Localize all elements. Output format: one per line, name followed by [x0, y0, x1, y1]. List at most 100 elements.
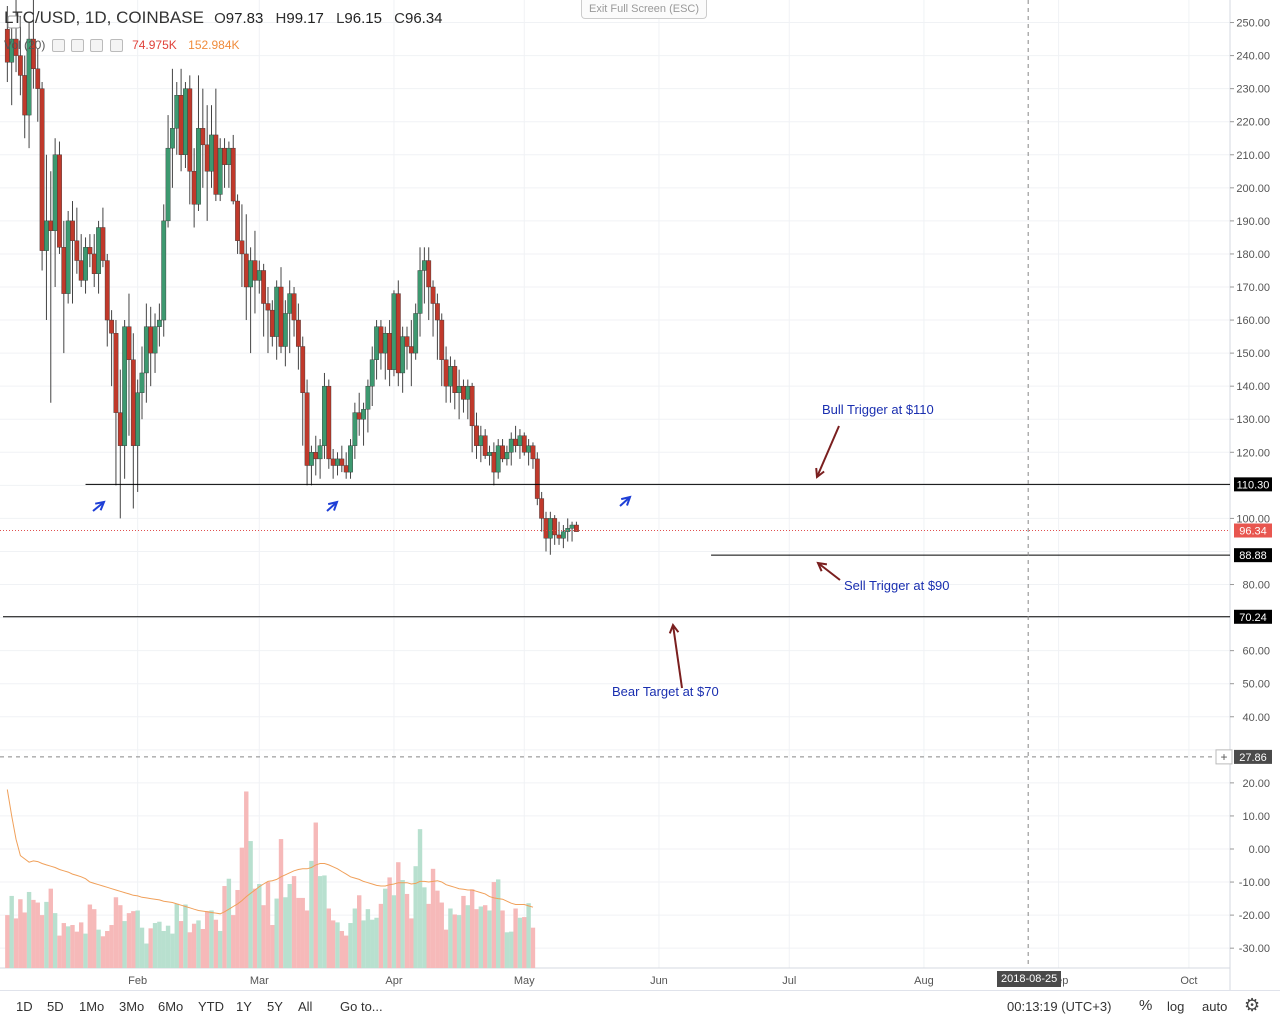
gear-icon[interactable]: ⚙ [1244, 995, 1261, 1015]
candle-body [178, 95, 184, 155]
candle-body [96, 227, 101, 274]
candle-body [161, 220, 167, 321]
bull-trigger-annotation: Bull Trigger at $110 [822, 402, 934, 417]
timeframe-5y-button[interactable]: 5Y [267, 999, 283, 1014]
timeframe-1y-button[interactable]: 1Y [236, 999, 252, 1014]
timeframe-5d-button[interactable]: 5D [47, 999, 64, 1014]
candle-body [343, 465, 349, 473]
timeframe-6mo-button[interactable]: 6Mo [158, 999, 184, 1014]
candle-body [574, 524, 579, 532]
candle-body [83, 247, 88, 281]
ohlc-readout: O97.83 H99.17 L96.15 C96.34 [214, 10, 450, 27]
level-price-label: 88.88 [1239, 550, 1267, 562]
volume-bar [461, 895, 466, 968]
candle-body [404, 336, 410, 347]
timeframe-1d-button[interactable]: 1D [16, 999, 33, 1014]
volume-bar [452, 914, 457, 968]
y-tick-label: 120.00 [1236, 447, 1270, 459]
close-icon[interactable] [109, 39, 123, 53]
clock-readout[interactable]: 00:13:19 (UTC+3) [1007, 999, 1112, 1014]
candle-body [122, 326, 128, 446]
candle-body [443, 359, 449, 387]
level-price-label: 110.30 [1237, 479, 1270, 491]
volume-bar [374, 917, 379, 968]
candle-body [482, 435, 488, 456]
log-scale-button[interactable]: log [1167, 999, 1185, 1014]
volume-label: Vol (20) [4, 38, 46, 52]
y-tick-label: 180.00 [1236, 249, 1270, 261]
volume-bar [413, 866, 418, 968]
settings-icon[interactable] [71, 39, 85, 53]
x-tick-label: Jul [782, 975, 796, 987]
bottom-toolbar: 1D 5D 1Mo 3Mo 6Mo YTD 1Y 5Y All Go to...… [0, 990, 1280, 1025]
volume-bar [161, 930, 166, 968]
volume-bar [5, 915, 10, 968]
chart-canvas[interactable]: 110.30 88.88 70.24 96.34 27.86 +250.00 240.00 2… [0, 0, 1280, 990]
candle-body [539, 498, 545, 519]
candle-body [148, 326, 154, 354]
volume-ma-value: 152.984K [188, 38, 240, 52]
volume-bar [96, 929, 101, 968]
volume-bar [261, 905, 266, 968]
volume-bar [122, 921, 127, 968]
volume-bar [113, 897, 119, 968]
candle-body [552, 518, 558, 536]
candle-body [235, 200, 240, 241]
y-tick-label: -20.00 [1239, 910, 1270, 922]
volume-bar [439, 902, 444, 968]
volume-bar [131, 911, 136, 968]
candle-body [165, 147, 171, 222]
high-value: 99.17 [286, 10, 324, 27]
volume-bar [309, 860, 314, 968]
x-tick-label: Aug [914, 975, 934, 987]
candle-body [135, 392, 141, 446]
last-price-label: 96.34 [1239, 526, 1267, 538]
candle-body [31, 38, 36, 70]
bull-trigger-arrow-head [815, 467, 825, 479]
volume-bar [35, 902, 40, 968]
volume-bar [300, 897, 305, 968]
volume-bar [22, 912, 27, 968]
volume-bar [304, 910, 310, 968]
symbol-title[interactable]: LTC/USD, 1D, COINBASE [4, 8, 204, 27]
x-tick-label: Feb [128, 975, 147, 987]
y-tick-label: 250.00 [1236, 18, 1270, 30]
candle-body [74, 240, 80, 261]
volume-bar [148, 928, 153, 968]
volume-bar [339, 930, 345, 968]
percent-scale-button[interactable]: % [1139, 997, 1153, 1014]
chart-legend: LTC/USD, 1D, COINBASE O97.83 H99.17 L96.… [4, 8, 451, 28]
volume-bar [322, 875, 327, 968]
candle-body [265, 303, 271, 311]
sell-trigger-arrow-head [816, 561, 828, 572]
volume-bar [357, 895, 362, 968]
volume-bar [274, 898, 279, 968]
candle-body [452, 366, 458, 393]
exit-fullscreen-button[interactable]: Exit Full Screen (ESC) [581, 0, 707, 19]
candle-body [395, 293, 401, 374]
volume-bar [61, 923, 67, 968]
volume-bar [330, 920, 336, 968]
candle-body [374, 326, 379, 360]
candle-body [230, 147, 236, 202]
add-icon[interactable] [90, 39, 104, 53]
support-arrow-1 [92, 501, 105, 512]
candle-body [91, 253, 97, 274]
candle-body [382, 333, 388, 354]
goto-date-button[interactable]: Go to... [340, 999, 383, 1014]
timeframe-1mo-button[interactable]: 1Mo [79, 999, 105, 1014]
candle-body [287, 293, 293, 314]
timeframe-ytd-button[interactable]: YTD [198, 999, 224, 1014]
volume-bar [326, 908, 331, 968]
eye-icon[interactable] [51, 39, 65, 53]
y-tick-label: 20.00 [1242, 778, 1270, 790]
candle-body [474, 425, 479, 446]
timeframe-all-button[interactable]: All [298, 999, 313, 1014]
candle-body [70, 220, 75, 241]
volume-bar [196, 920, 201, 968]
timeframe-3mo-button[interactable]: 3Mo [119, 999, 145, 1014]
y-tick-label: 220.00 [1236, 117, 1270, 129]
close-label: C [394, 10, 405, 27]
candle-body [282, 313, 288, 347]
auto-scale-button[interactable]: auto [1202, 999, 1228, 1014]
